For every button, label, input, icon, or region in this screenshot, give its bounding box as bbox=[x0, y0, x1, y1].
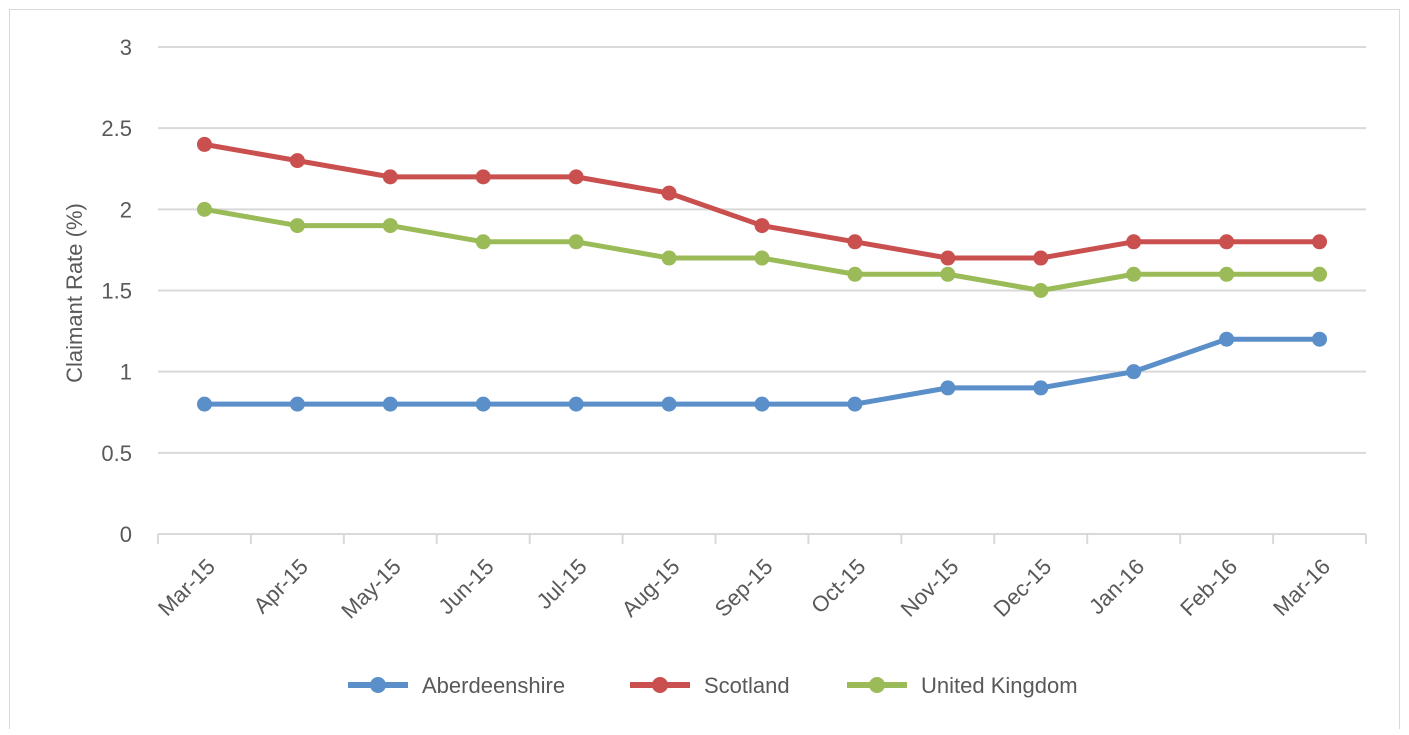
data-point bbox=[754, 396, 770, 412]
data-point bbox=[1219, 234, 1235, 250]
data-point bbox=[940, 266, 956, 282]
legend-label: Aberdeenshire bbox=[422, 673, 565, 698]
x-tick-label: Mar-16 bbox=[1268, 554, 1335, 621]
data-point bbox=[1126, 364, 1142, 380]
x-tick-label: Aug-15 bbox=[617, 554, 685, 622]
data-point bbox=[289, 396, 305, 412]
data-point bbox=[1033, 250, 1049, 266]
data-point bbox=[475, 396, 491, 412]
legend-label: Scotland bbox=[704, 673, 790, 698]
x-tick-label: Jan-16 bbox=[1084, 554, 1149, 619]
x-tick-label: Jul-15 bbox=[532, 554, 592, 614]
y-tick-label: 1 bbox=[120, 360, 132, 385]
x-tick-label: Feb-16 bbox=[1175, 554, 1242, 621]
line-chart: 0 0.5 1 1.5 2 2.5 3 Mar-15 Apr-15 May-15 Jun-15 Ju… bbox=[62, 35, 1367, 698]
data-point bbox=[1312, 266, 1328, 282]
data-point bbox=[568, 169, 584, 185]
data-point bbox=[661, 250, 677, 266]
data-point bbox=[940, 380, 956, 396]
legend-label: United Kingdom bbox=[921, 673, 1078, 698]
data-point bbox=[754, 250, 770, 266]
data-point bbox=[661, 185, 677, 201]
y-tick-label: 3 bbox=[120, 35, 132, 60]
y-tick-label: 0 bbox=[120, 522, 132, 547]
legend: Aberdeenshire Scotland United Kingdom bbox=[348, 673, 1078, 698]
data-point bbox=[1312, 234, 1328, 250]
data-point bbox=[382, 396, 398, 412]
data-point bbox=[661, 396, 677, 412]
data-point bbox=[289, 153, 305, 169]
legend-item: United Kingdom bbox=[847, 673, 1078, 698]
data-point bbox=[847, 396, 863, 412]
x-tick-label: Jun-15 bbox=[434, 554, 499, 619]
data-point bbox=[382, 218, 398, 234]
data-point bbox=[940, 250, 956, 266]
y-tick-label: 2 bbox=[120, 197, 132, 222]
data-point bbox=[196, 136, 212, 152]
series-aberdeenshire bbox=[196, 331, 1328, 412]
x-tick-label: Sep-15 bbox=[710, 554, 778, 622]
x-tick-label: Nov-15 bbox=[896, 554, 964, 622]
data-point bbox=[475, 234, 491, 250]
x-tick-label: Dec-15 bbox=[988, 554, 1056, 622]
data-point bbox=[1033, 380, 1049, 396]
y-tick-label: 0.5 bbox=[101, 441, 132, 466]
y-tick-label: 1.5 bbox=[101, 279, 132, 304]
data-point bbox=[847, 234, 863, 250]
legend-item: Aberdeenshire bbox=[348, 673, 565, 698]
y-axis-ticks: 0 0.5 1 1.5 2 2.5 3 bbox=[101, 35, 132, 547]
data-point bbox=[568, 396, 584, 412]
legend-swatch-marker bbox=[869, 677, 885, 693]
data-point bbox=[196, 396, 212, 412]
series-line bbox=[204, 141, 1320, 261]
x-tick-label: May-15 bbox=[336, 554, 406, 624]
data-point bbox=[196, 201, 212, 217]
y-axis-label: Claimant Rate (%) bbox=[62, 203, 87, 383]
data-point bbox=[382, 169, 398, 185]
legend-swatch-marker bbox=[370, 677, 386, 693]
data-point bbox=[289, 218, 305, 234]
x-axis: Mar-15 Apr-15 May-15 Jun-15 Jul-15 Aug-15 Sep-… bbox=[153, 533, 1367, 624]
x-tick-label: Oct-15 bbox=[806, 554, 870, 618]
series-group bbox=[196, 136, 1328, 412]
chart-frame: 0 0.5 1 1.5 2 2.5 3 Mar-15 Apr-15 May-15 Jun-15 Ju… bbox=[9, 9, 1400, 729]
x-tick-label: Apr-15 bbox=[249, 554, 313, 618]
y-tick-label: 2.5 bbox=[101, 116, 132, 141]
data-point bbox=[1312, 331, 1328, 347]
data-point bbox=[1126, 266, 1142, 282]
data-point bbox=[1219, 331, 1235, 347]
legend-item: Scotland bbox=[630, 673, 790, 698]
x-tick-label: Mar-15 bbox=[153, 554, 220, 621]
series-united-kingdom bbox=[196, 201, 1328, 298]
data-point bbox=[568, 234, 584, 250]
gridlines bbox=[158, 46, 1366, 454]
data-point bbox=[754, 218, 770, 234]
data-point bbox=[1126, 234, 1142, 250]
data-point bbox=[1219, 266, 1235, 282]
legend-swatch-marker bbox=[652, 677, 668, 693]
series-scotland bbox=[196, 136, 1328, 266]
data-point bbox=[475, 169, 491, 185]
data-point bbox=[847, 266, 863, 282]
data-point bbox=[1033, 283, 1049, 298]
